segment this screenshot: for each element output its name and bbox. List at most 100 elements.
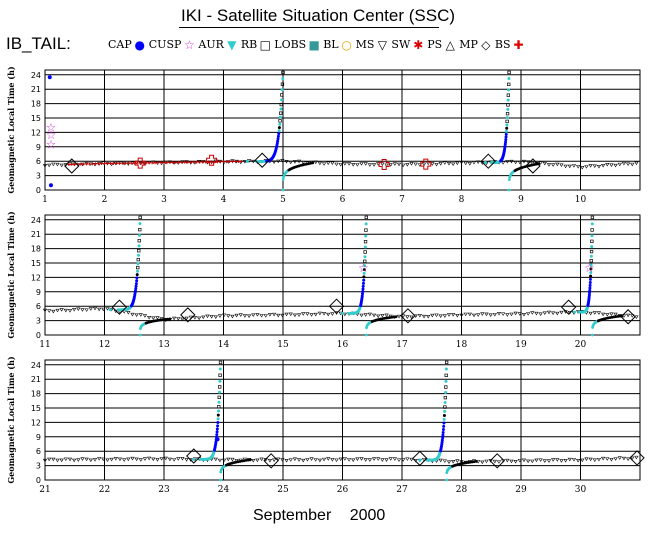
aur-point [442, 413, 446, 417]
cap-point [588, 277, 592, 281]
bs-point [134, 157, 146, 169]
legend-item-aur: AUR ▼ [198, 38, 238, 51]
rb-point [278, 119, 282, 123]
x-tick-label: 1 [42, 195, 48, 205]
legend-label: CUSP [148, 38, 182, 51]
sw-symbol-icon: ✱ [413, 37, 424, 52]
legend-label: MS [355, 38, 375, 51]
legend-item-lobs: LOBS ■ [274, 38, 320, 51]
cap-point [276, 134, 280, 138]
rb-point [507, 70, 511, 75]
cusp-point: ☆ [46, 137, 57, 151]
aur-point [281, 76, 285, 80]
cap-point [134, 282, 138, 286]
y-tick-label: 15 [31, 404, 41, 413]
ms-point [394, 315, 398, 319]
cap-point [134, 287, 138, 291]
cap-point [277, 132, 281, 136]
sw-trace [67, 161, 142, 166]
ms-trace [42, 455, 639, 465]
legend-label: SW [391, 38, 411, 51]
cap-point [215, 437, 220, 442]
aur-point [589, 267, 593, 271]
legend-label: AUR [198, 38, 224, 51]
aur-point [573, 310, 577, 314]
y-tick-label: 9 [36, 288, 41, 297]
aur-point [507, 88, 511, 92]
aur-point [444, 379, 448, 383]
mp-point [560, 299, 577, 315]
bs-point [420, 158, 432, 170]
aur-point [216, 413, 220, 417]
aur-point [217, 400, 221, 404]
y-axis-label: Geomagnetic Local Time (h) [6, 356, 16, 484]
rb-point [279, 111, 283, 115]
mp-point [629, 450, 645, 466]
aur-point [589, 263, 593, 267]
x-tick-label: 22 [99, 485, 110, 495]
mp-point [620, 309, 636, 325]
rb-point [443, 405, 447, 409]
rb-point [137, 239, 141, 243]
rb-point [138, 215, 142, 220]
x-tick-label: 7 [399, 195, 405, 205]
cap-symbol-icon: ● [134, 37, 145, 52]
legend-label: BS [494, 38, 511, 51]
aur-point [418, 458, 422, 462]
legend-label: RB [240, 38, 258, 51]
aur-point [135, 269, 139, 273]
legend-label: MP [459, 38, 478, 51]
aur-point [217, 409, 221, 413]
cap-point [276, 137, 280, 141]
cap-point [503, 142, 507, 146]
cap-point [215, 430, 219, 434]
legend-item-ps: PS △ [427, 38, 456, 51]
y-tick-label: 24 [31, 361, 41, 370]
x-axis-label: September 2000 [253, 507, 386, 524]
panel-frame [44, 214, 641, 336]
x-tick-label: 18 [456, 340, 468, 350]
mp-point [480, 153, 496, 169]
aur-point [135, 273, 139, 277]
legend-item-ms: MS ▽ [356, 38, 389, 51]
mp-point [254, 152, 270, 168]
cap-point [47, 75, 52, 80]
aur-point [507, 77, 511, 81]
aur-point [362, 271, 366, 275]
rb-point [590, 239, 594, 243]
y-tick-label: 24 [31, 216, 41, 225]
aur-point [281, 188, 285, 192]
legend-item-cusp: CUSP ☆ [149, 38, 196, 51]
y-tick-label: 6 [36, 302, 41, 311]
aur-point [443, 400, 447, 404]
legend-item-mp: MP ◇ [459, 38, 492, 51]
aur-point [137, 244, 141, 248]
rb-point [280, 82, 285, 86]
rb-point [444, 373, 448, 378]
x-tick-label: 16 [337, 340, 349, 350]
cap-point [361, 281, 365, 285]
rb-point [589, 249, 594, 254]
rb-point [281, 70, 285, 75]
aur-point [505, 116, 509, 120]
x-tick-label: 11 [39, 340, 50, 350]
cap-point [362, 278, 366, 282]
mp-point [525, 158, 541, 174]
cusp-point: ☆ [358, 261, 369, 275]
aur-point [245, 159, 249, 163]
x-tick-label: 10 [575, 195, 587, 205]
x-tick-label: 17 [396, 340, 408, 350]
x-tick-label: 19 [515, 340, 527, 350]
mp-point [263, 453, 279, 469]
aur-point [219, 478, 222, 482]
legend-label: PS [427, 38, 443, 51]
ms-point [616, 314, 620, 318]
aur-point [138, 222, 142, 226]
aur-point [444, 390, 448, 394]
rb-point [136, 257, 140, 262]
x-tick-label: 14 [218, 340, 230, 350]
x-tick-label: 12 [99, 340, 110, 350]
aur-point [363, 255, 367, 259]
aur-point [108, 308, 112, 312]
aur-point [280, 98, 284, 102]
